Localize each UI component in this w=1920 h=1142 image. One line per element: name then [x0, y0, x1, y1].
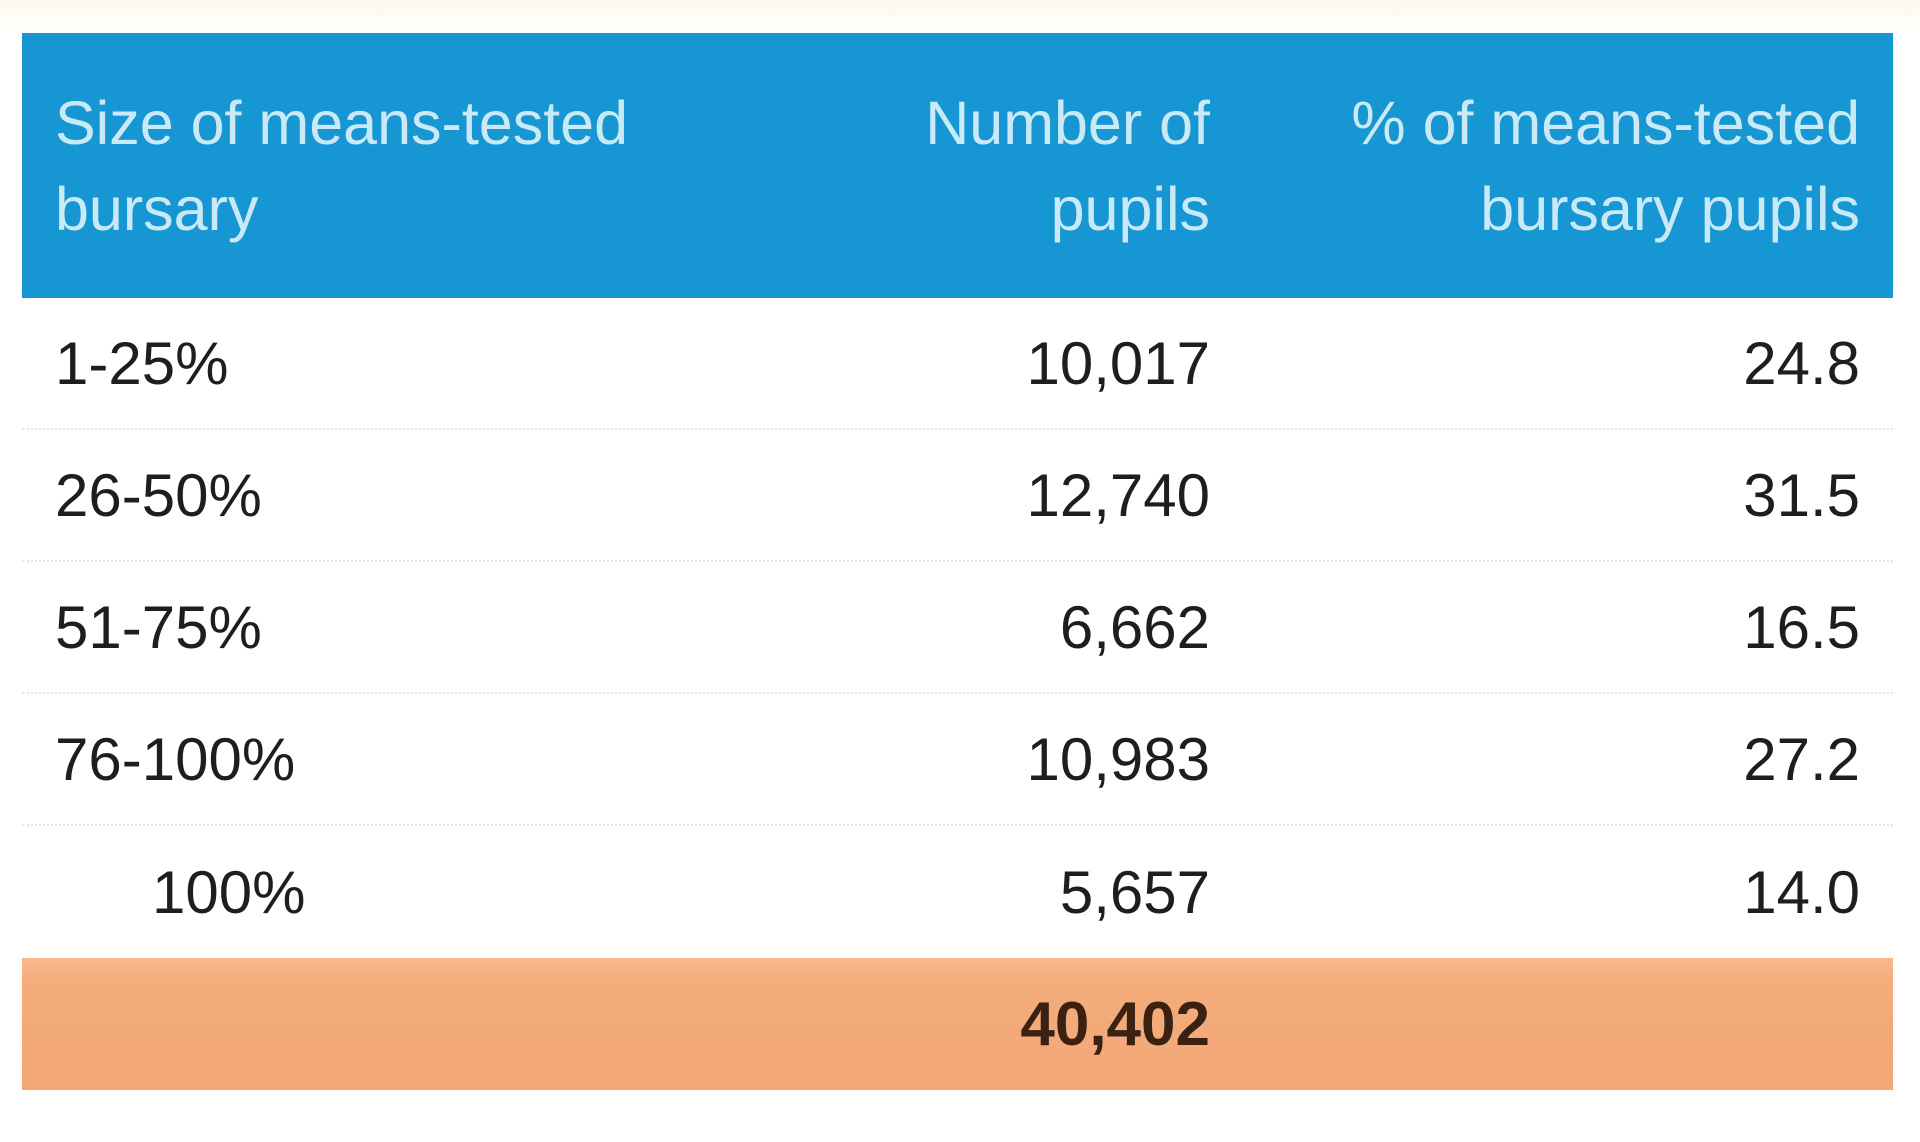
header-number-of-pupils: Number of pupils	[855, 80, 1210, 252]
cell-number-of-pupils: 10,017	[1026, 329, 1210, 397]
table-header-row: Size of means-tested bursary Number of p…	[22, 33, 1893, 298]
cell-number-of-pupils: 6,662	[1059, 593, 1210, 661]
total-row: 40,402	[22, 958, 1893, 1090]
cell-bursary-size: 76-100%	[55, 725, 296, 793]
cell-number-of-pupils: 10,983	[1026, 725, 1210, 793]
cell-number-of-pupils: 12,740	[1026, 461, 1210, 529]
total-pupils-value: 40,402	[1020, 989, 1210, 1059]
header-size-of-bursary: Size of means-tested bursary	[55, 80, 855, 252]
cell-percent: 27.2	[1743, 725, 1860, 793]
table-row-26-50: 26-50% 12,740 31.5	[22, 430, 1893, 562]
bursary-table: Size of means-tested bursary Number of p…	[22, 33, 1893, 1090]
top-margin-strip	[0, 0, 1920, 33]
cell-bursary-size: 51-75%	[55, 593, 262, 661]
cell-number-of-pupils: 5,657	[1059, 858, 1210, 926]
header-pupils-line2: pupils	[1050, 174, 1210, 243]
cell-bursary-size: 100%	[152, 858, 306, 926]
header-percent-of-bursary-pupils: % of means-tested bursary pupils	[1210, 80, 1860, 252]
cell-percent: 14.0	[1743, 858, 1860, 926]
header-percent-line2: bursary pupils	[1480, 174, 1860, 243]
header-size-line1: Size of means-tested	[55, 88, 629, 157]
table-row-1-25: 1-25% 10,017 24.8	[22, 298, 1893, 430]
table-row-51-75: 51-75% 6,662 16.5	[22, 562, 1893, 694]
cell-percent: 31.5	[1743, 461, 1860, 529]
cell-percent: 24.8	[1743, 329, 1860, 397]
header-size-line2: bursary	[55, 174, 259, 243]
header-pupils-line1: Number of	[925, 88, 1210, 157]
table-row-100: 100% 5,657 14.0	[22, 826, 1893, 958]
table-row-76-100: 76-100% 10,983 27.2	[22, 694, 1893, 826]
cell-percent: 16.5	[1743, 593, 1860, 661]
cell-bursary-size: 1-25%	[55, 329, 229, 397]
header-percent-line1: % of means-tested	[1351, 88, 1860, 157]
cell-bursary-size: 26-50%	[55, 461, 262, 529]
